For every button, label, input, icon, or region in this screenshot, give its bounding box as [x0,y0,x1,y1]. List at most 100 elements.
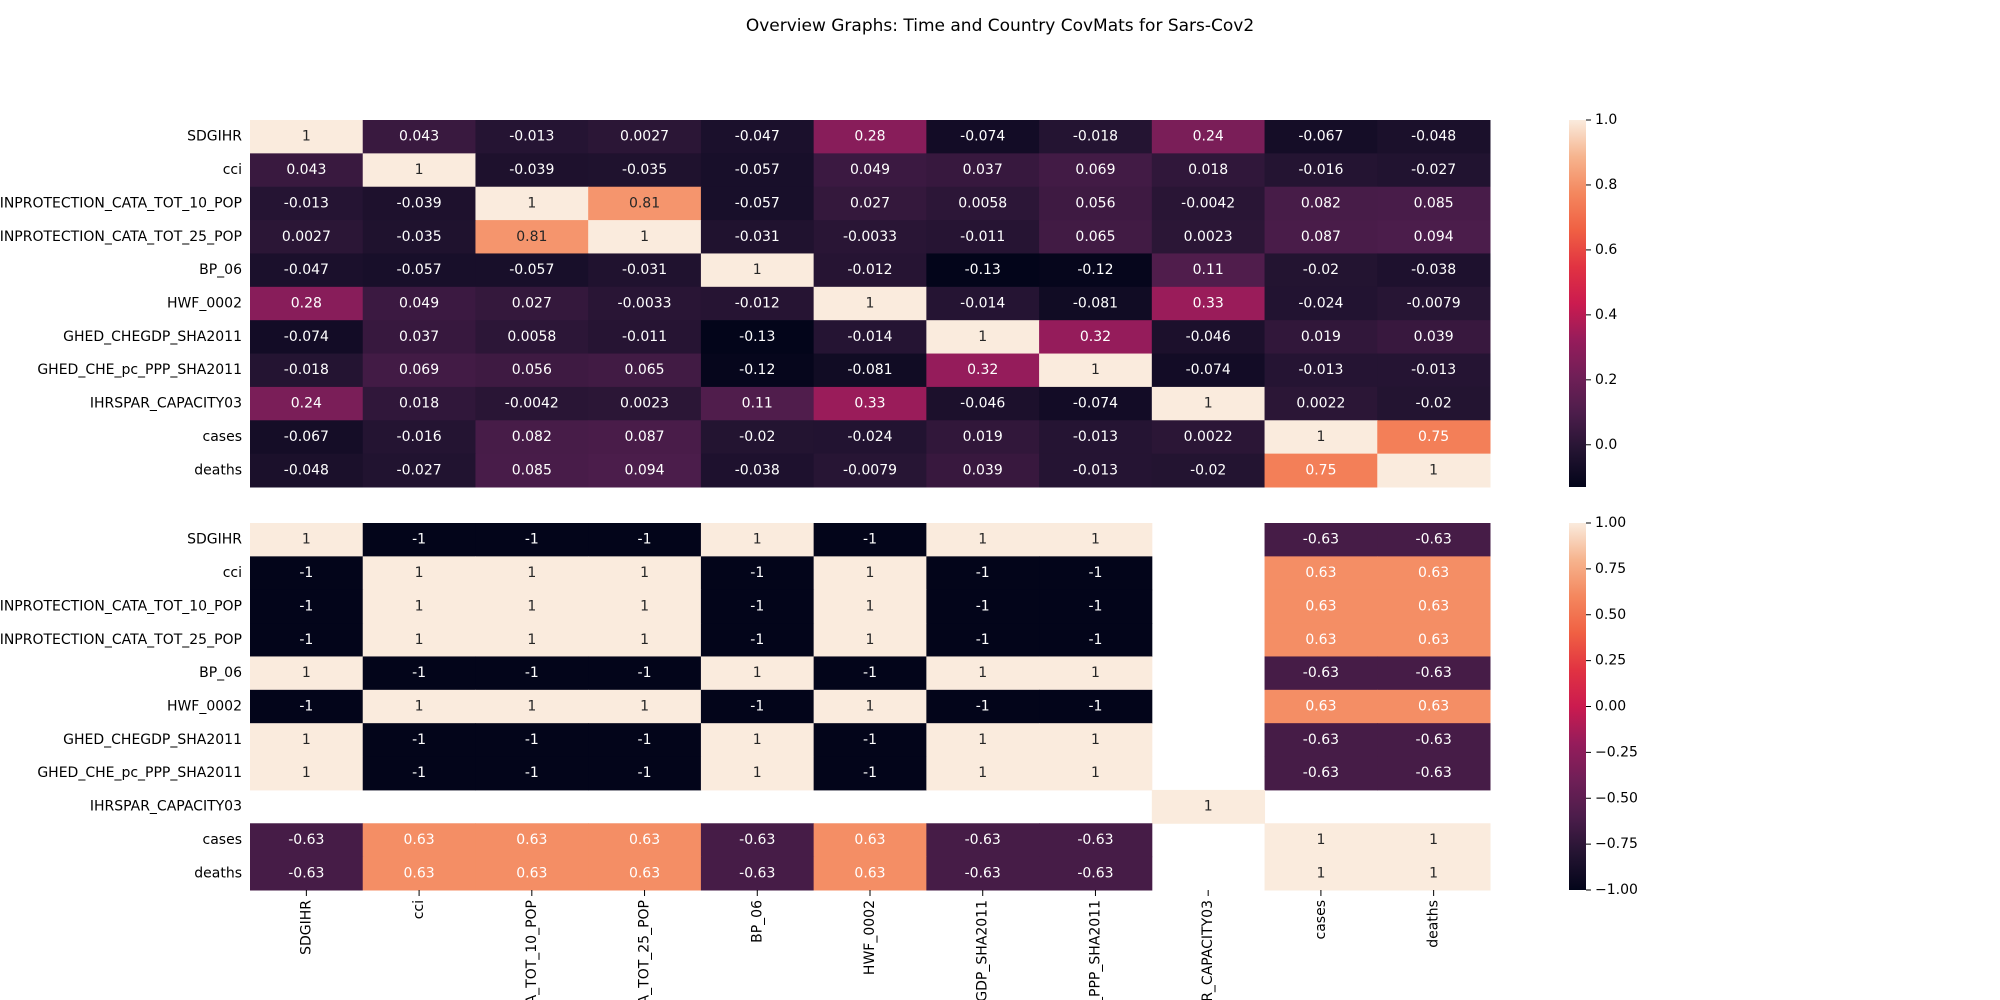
heatmap-cell [475,723,589,758]
cell-label: -1 [525,532,539,548]
heatmap-cell [926,556,1040,591]
cell-label: -0.039 [397,195,442,211]
heatmap-cell [813,856,927,891]
cell-label: -0.63 [1303,665,1339,681]
heatmap-cell [926,623,1040,657]
heatmap-cell [588,723,702,758]
cell-label: 0.094 [624,462,664,478]
colorbar-tick-label: −1.00 [1595,882,1638,898]
heatmap-cell [700,656,815,691]
cell-label: -0.63 [1303,532,1339,548]
heatmap-cell [1039,723,1153,758]
heatmap-cell [1264,286,1378,321]
cell-label: -0.63 [288,832,324,848]
heatmap-cell [1377,153,1491,188]
heatmap-cell [1264,220,1378,254]
y-tick-label: cci [223,162,242,178]
heatmap-cell [362,120,476,154]
heatmap-cell [588,656,702,691]
heatmap-cell [700,186,815,221]
cell-label: 0.043 [399,129,439,145]
cell-label: 0.33 [854,396,885,412]
heatmap-cell [362,253,476,288]
heatmap-cell [813,453,927,488]
cell-label: 0.049 [399,296,439,312]
heatmap-cell [362,320,476,355]
cell-label: -1 [638,732,652,748]
cell-label: 1 [866,565,875,581]
heatmap-cell [926,120,1040,154]
heatmap-cell [700,556,815,591]
heatmap-cell [700,353,815,388]
heatmap-cell [1377,420,1491,455]
heatmap-cell [1039,286,1153,321]
heatmap-cell [1039,823,1153,858]
heatmap-cell [1264,856,1378,891]
cell-label: 0.63 [516,832,547,848]
heatmap-cell [813,756,927,791]
cell-label: 0.065 [624,362,664,378]
cell-label: -0.057 [397,262,442,278]
x-tick-label: SDGIHR [298,900,314,955]
heatmap-cell [926,856,1040,891]
cell-label: -1 [299,632,313,648]
heatmap-cell [588,589,702,624]
heatmap-cell [1151,320,1266,355]
cell-label: 1 [415,699,424,715]
heatmap-cell [250,353,364,388]
cell-label: 1 [640,699,649,715]
heatmap-cell [1264,120,1378,154]
heatmap-cell [362,589,476,624]
cell-label: 0.33 [1193,296,1224,312]
heatmap-cell [362,823,476,858]
cell-label: 0.0058 [507,329,556,345]
heatmap-cell [926,823,1040,858]
cell-label: -1 [412,732,426,748]
colorbar-tick-label: 0.25 [1595,653,1626,669]
heatmap-cell [362,353,476,388]
heatmap-cell [926,286,1040,321]
cell-label: 0.039 [1414,329,1454,345]
heatmap-cell [1377,253,1491,288]
heatmap-cell [475,756,589,791]
cell-label: 1 [527,565,536,581]
cell-label: 0.63 [1418,598,1449,614]
cell-label: 0.0058 [958,195,1007,211]
cell-label: -0.046 [1186,329,1231,345]
cell-label: 1 [753,262,762,278]
x-tick-label: deaths [1426,900,1442,948]
figure-title: Overview Graphs: Time and Country CovMat… [746,16,1254,36]
heatmap-cell [362,153,476,188]
heatmap-cell [1151,120,1266,154]
heatmap-cell [700,523,815,557]
cell-label: -1 [1088,699,1102,715]
cell-label: 1 [302,129,311,145]
cell-label: -0.057 [509,262,554,278]
heatmap-cell [1377,589,1491,624]
cell-label: 0.63 [854,832,885,848]
heatmap-cell [926,756,1040,791]
heatmap-cell [475,153,589,188]
cell-label: 1 [866,296,875,312]
colorbar [1569,523,1586,890]
cell-label: -0.63 [1416,732,1452,748]
cell-label: -0.12 [1077,262,1113,278]
y-tick-label: HWF_0002 [167,296,242,312]
y-tick-label: GHED_CHEGDP_SHA2011 [63,329,242,345]
heatmap-cell [700,823,815,858]
heatmap-cell [1264,823,1378,858]
cell-label: 1 [1316,865,1325,881]
heatmap-cell [1039,420,1153,455]
cell-label: 1 [527,195,536,211]
cell-label: 1 [640,565,649,581]
heatmap-cell [700,723,815,758]
cell-label: 1 [866,598,875,614]
cell-label: -0.039 [509,162,554,178]
heatmap-cell [362,656,476,691]
heatmap-cell [475,689,589,724]
x-tick-label: FINPROTECTION_CATA_TOT_10_POP [524,900,540,1000]
heatmap-cell [588,220,702,254]
cell-label: 1 [302,665,311,681]
heatmap-cell [250,220,364,254]
cell-label: 0.027 [850,195,890,211]
